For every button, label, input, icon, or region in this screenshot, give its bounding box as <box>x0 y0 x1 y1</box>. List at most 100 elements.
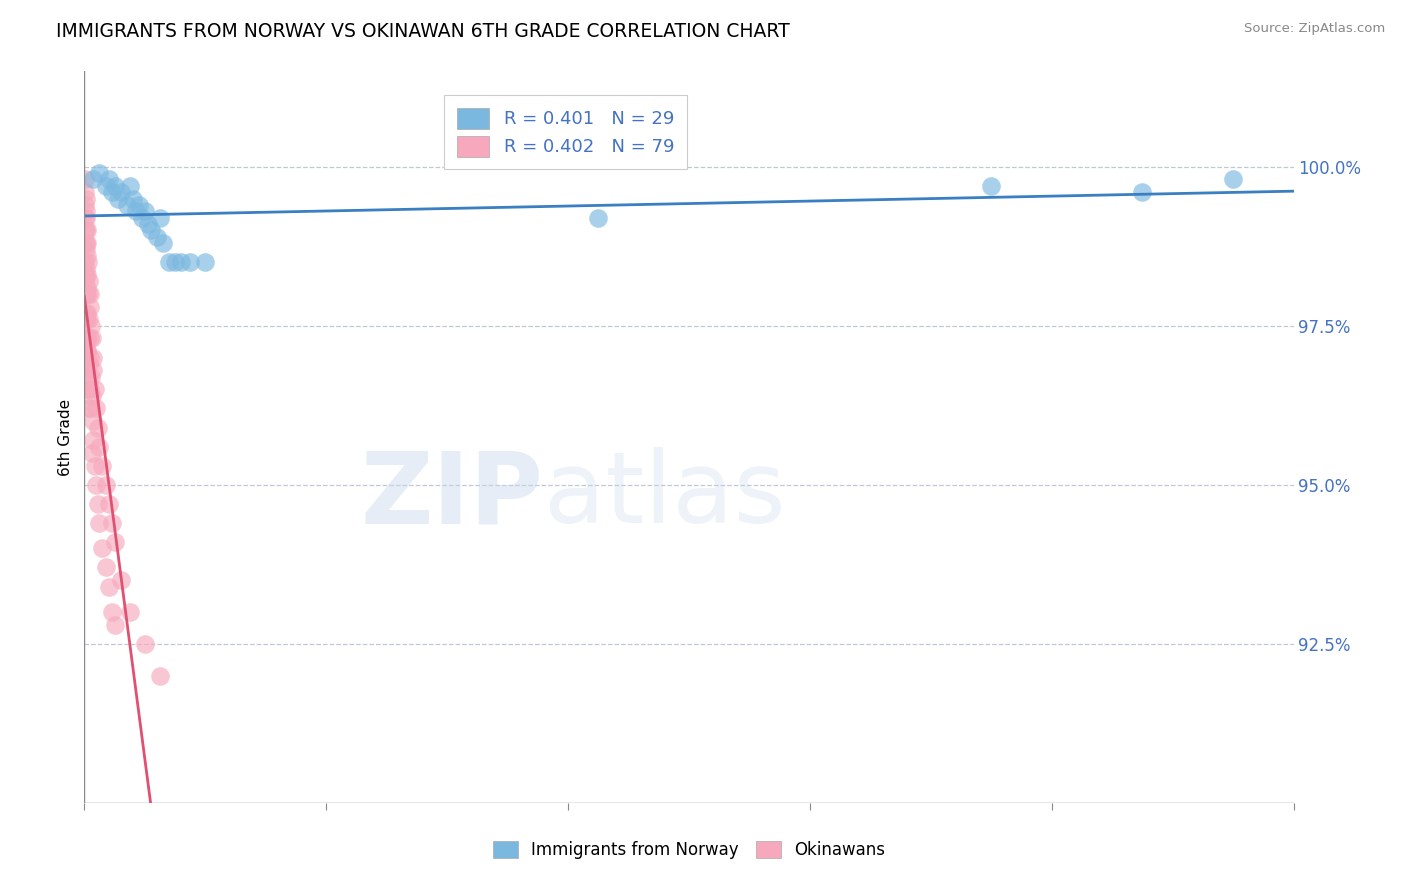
Point <box>75 268 97 282</box>
Point <box>82 414 104 428</box>
Point <box>89 516 111 530</box>
Point <box>86 401 108 416</box>
Point <box>110 573 132 587</box>
Point <box>128 198 150 212</box>
Point <box>73 255 96 269</box>
Point <box>91 541 114 556</box>
Point <box>121 192 143 206</box>
Point <box>100 516 122 530</box>
Point <box>165 255 187 269</box>
Point <box>97 497 120 511</box>
Point <box>82 434 104 448</box>
Point <box>75 243 97 257</box>
Point <box>87 420 110 434</box>
Point <box>75 306 97 320</box>
Point <box>77 312 100 326</box>
Point <box>76 249 98 263</box>
Point <box>82 172 104 186</box>
Point <box>89 440 111 454</box>
Point <box>75 192 97 206</box>
Point <box>104 617 127 632</box>
Point <box>1132 185 1154 199</box>
Point <box>82 363 104 377</box>
Point <box>588 211 610 225</box>
Point <box>75 331 97 345</box>
Point <box>76 344 98 359</box>
Point <box>79 383 101 397</box>
Text: ZIP: ZIP <box>361 447 544 544</box>
Point <box>84 458 107 473</box>
Point <box>75 236 97 251</box>
Point <box>73 172 96 186</box>
Point <box>75 261 97 276</box>
Point <box>79 287 101 301</box>
Point <box>89 166 111 180</box>
Point <box>77 369 100 384</box>
Point <box>73 236 96 251</box>
Point <box>146 229 169 244</box>
Point <box>87 497 110 511</box>
Point <box>76 344 98 359</box>
Point <box>139 223 162 237</box>
Point <box>134 204 156 219</box>
Point <box>73 223 96 237</box>
Point <box>76 383 98 397</box>
Text: atlas: atlas <box>544 447 786 544</box>
Point <box>75 211 97 225</box>
Point <box>73 274 96 288</box>
Point <box>94 477 117 491</box>
Point <box>134 637 156 651</box>
Point <box>82 351 104 365</box>
Point <box>91 458 114 473</box>
Point <box>125 204 148 219</box>
Point <box>94 560 117 574</box>
Point <box>84 383 107 397</box>
Point <box>80 369 103 384</box>
Point <box>76 268 98 282</box>
Point <box>152 236 174 251</box>
Point <box>79 331 101 345</box>
Point <box>75 363 97 377</box>
Point <box>104 178 127 193</box>
Point <box>77 287 100 301</box>
Point <box>76 306 98 320</box>
Point <box>100 185 122 199</box>
Point <box>75 204 97 219</box>
Point <box>179 255 201 269</box>
Point <box>118 178 141 193</box>
Point <box>980 178 1002 193</box>
Point <box>97 172 120 186</box>
Legend: Immigrants from Norway, Okinawans: Immigrants from Norway, Okinawans <box>485 833 893 868</box>
Point <box>170 255 193 269</box>
Point <box>80 389 103 403</box>
Point <box>76 223 98 237</box>
Point <box>131 211 153 225</box>
Point <box>1222 172 1244 186</box>
Point <box>79 351 101 365</box>
Point <box>77 401 100 416</box>
Point <box>75 312 97 326</box>
Point <box>97 580 120 594</box>
Point <box>77 331 100 345</box>
Point <box>115 198 138 212</box>
Point <box>80 446 103 460</box>
Point <box>149 668 172 682</box>
Point <box>118 605 141 619</box>
Point <box>107 192 129 206</box>
Text: Source: ZipAtlas.com: Source: ZipAtlas.com <box>1244 22 1385 36</box>
Point <box>79 401 101 416</box>
Point <box>104 535 127 549</box>
Point <box>157 255 180 269</box>
Point <box>73 185 96 199</box>
Point <box>86 477 108 491</box>
Y-axis label: 6th Grade: 6th Grade <box>58 399 73 475</box>
Point <box>76 280 98 294</box>
Point <box>80 318 103 333</box>
Point <box>76 236 98 251</box>
Point <box>73 211 96 225</box>
Point <box>79 300 101 314</box>
Point <box>80 331 103 345</box>
Point <box>77 255 100 269</box>
Point <box>194 255 217 269</box>
Point <box>75 287 97 301</box>
